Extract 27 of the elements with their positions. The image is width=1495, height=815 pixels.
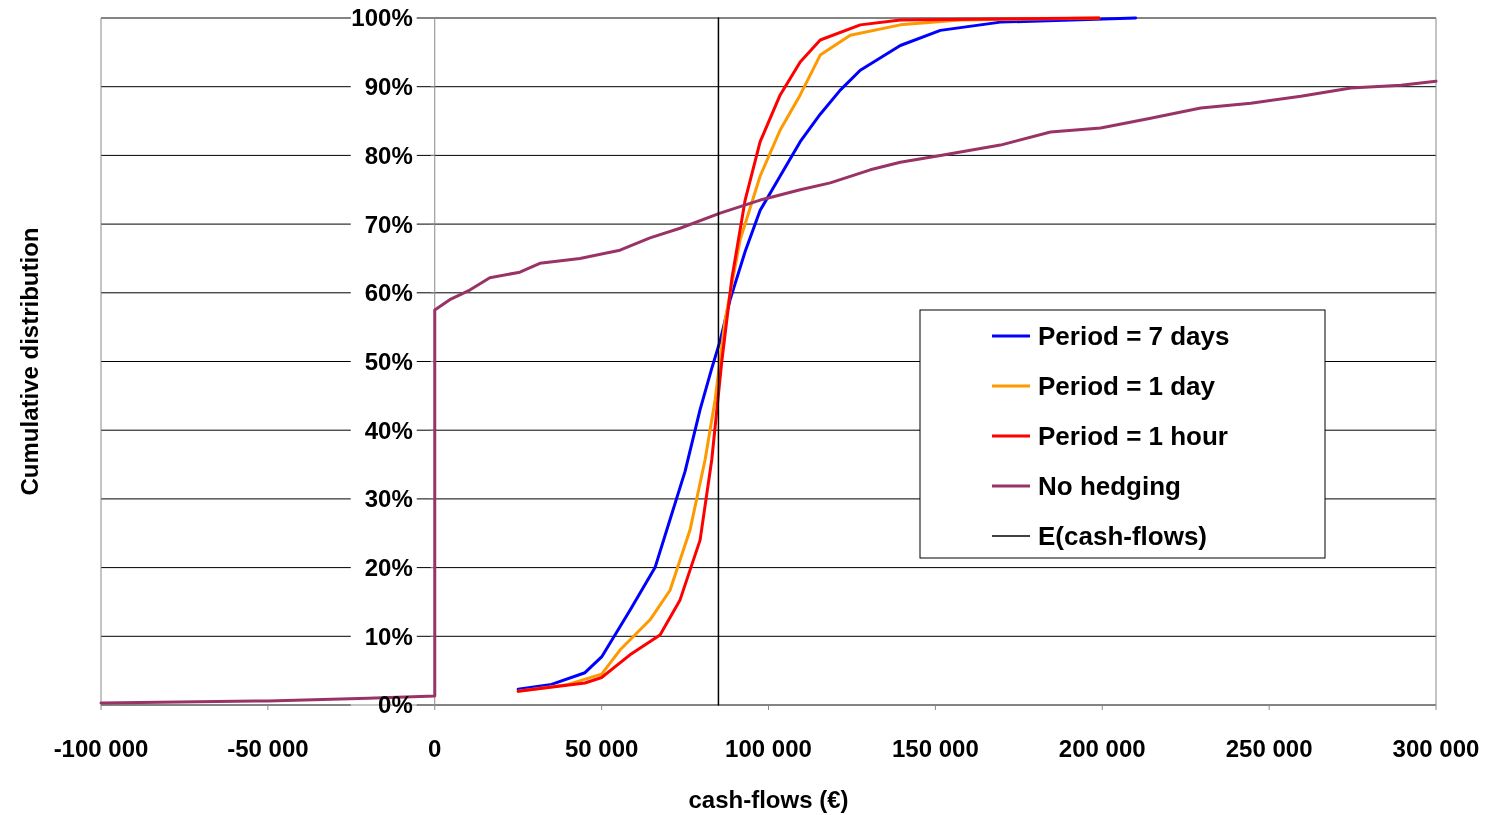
y-axis-title: Cumulative distribution bbox=[16, 227, 43, 496]
x-tick-label: 300 000 bbox=[1392, 735, 1480, 762]
y-tick-label: 90% bbox=[364, 73, 413, 101]
x-tick-label: 50 000 bbox=[564, 735, 639, 762]
legend-label: Period = 1 hour bbox=[1038, 421, 1228, 452]
y-tick-label: 60% bbox=[364, 279, 413, 307]
x-tick-label: 0 bbox=[428, 735, 442, 762]
y-tick-label: 80% bbox=[364, 141, 413, 169]
y-tick-label: 70% bbox=[364, 210, 413, 238]
x-tick-label: 100 000 bbox=[725, 735, 812, 762]
y-tick-label: 20% bbox=[364, 554, 413, 581]
y-tick-label: 0% bbox=[378, 691, 413, 719]
x-tick-label: 150 000 bbox=[891, 735, 979, 762]
y-tick-label: 10% bbox=[364, 622, 413, 650]
y-tick-label: 100% bbox=[351, 4, 413, 32]
x-tick-label: 200 000 bbox=[1058, 735, 1146, 762]
legend-label: Period = 1 day bbox=[1038, 371, 1216, 402]
y-tick-label: 40% bbox=[364, 416, 413, 444]
x-tick-label: 250 000 bbox=[1225, 735, 1313, 762]
y-tick-label: 30% bbox=[364, 485, 413, 513]
legend-label: No hedging bbox=[1038, 471, 1181, 502]
legend-label: Period = 7 days bbox=[1038, 321, 1230, 352]
x-tick-label: -50 000 bbox=[227, 735, 309, 762]
x-axis-title: cash-flows (€) bbox=[688, 786, 849, 813]
legend-label: E(cash-flows) bbox=[1038, 521, 1208, 552]
x-tick-label: -100 000 bbox=[53, 735, 149, 762]
y-tick-label: 50% bbox=[364, 347, 413, 375]
